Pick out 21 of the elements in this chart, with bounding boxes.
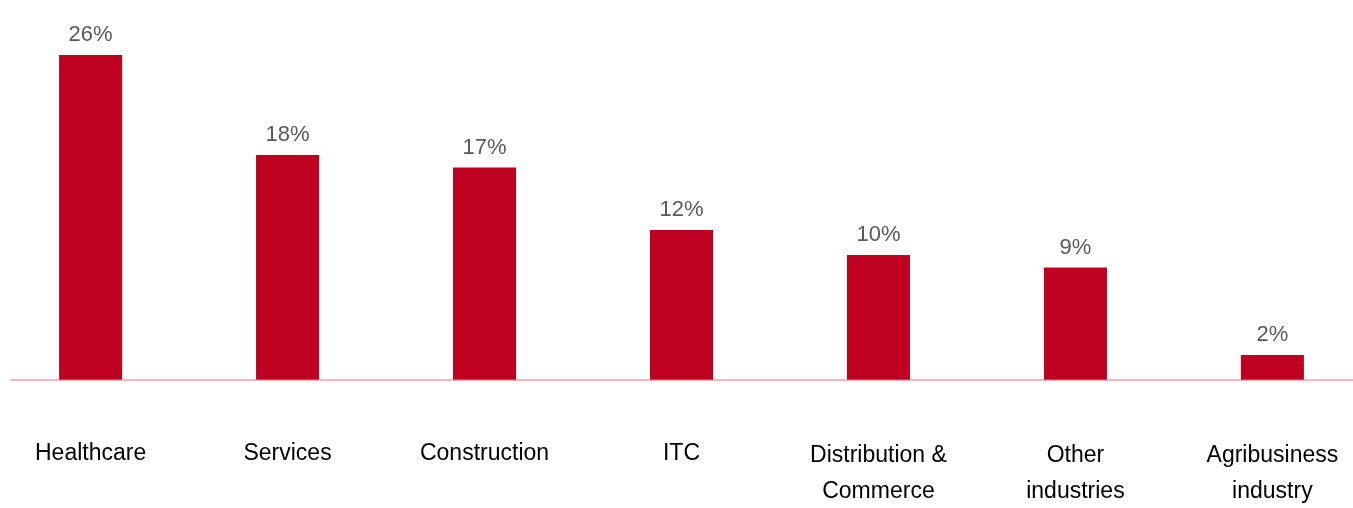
data-label: 10% bbox=[856, 221, 901, 246]
x-tick-label: Agribusiness industry bbox=[1206, 441, 1339, 503]
x-tick-label: Healthcare bbox=[34, 439, 147, 465]
bar bbox=[256, 155, 320, 380]
x-tick-label: Construction bbox=[419, 439, 550, 465]
x-tick-label: ITC bbox=[662, 439, 701, 465]
bar bbox=[59, 55, 123, 380]
x-tick-label: Distribution & Commerce bbox=[810, 441, 947, 503]
data-label: 26% bbox=[68, 21, 113, 46]
data-label: 2% bbox=[1256, 321, 1289, 346]
data-label: 12% bbox=[659, 196, 704, 221]
x-tick-label: Other industries bbox=[1026, 441, 1125, 503]
bar bbox=[1043, 267, 1107, 380]
data-label: 18% bbox=[265, 121, 310, 146]
bar bbox=[1240, 355, 1304, 380]
data-label: 9% bbox=[1059, 233, 1092, 259]
bar bbox=[453, 167, 517, 380]
bar bbox=[846, 255, 910, 380]
x-tick-label: Services bbox=[243, 439, 332, 465]
data-label: 17% bbox=[462, 133, 507, 159]
bar bbox=[649, 230, 714, 380]
